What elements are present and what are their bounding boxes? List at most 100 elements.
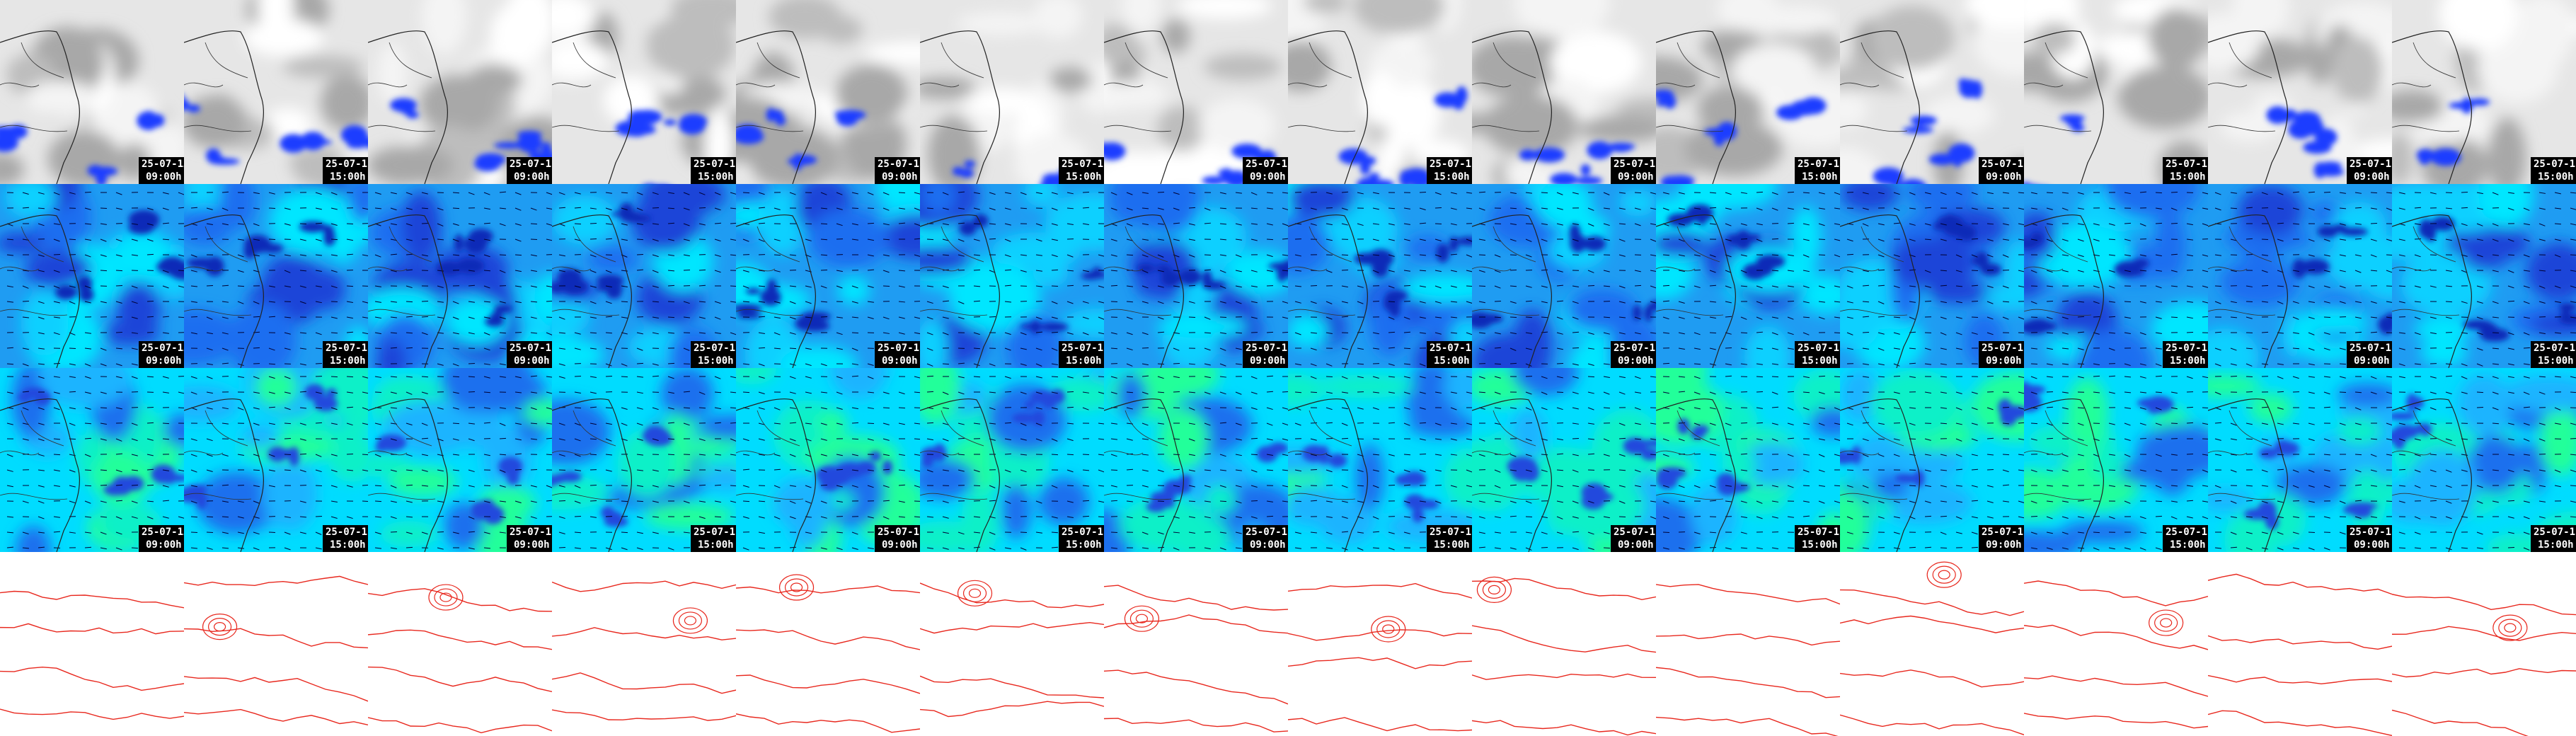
time-label-box (1059, 157, 1104, 184)
wind-barb (1725, 192, 1732, 195)
wind-barb (1341, 376, 1348, 379)
wind-barb (1188, 391, 1196, 393)
wind-barb (621, 407, 628, 410)
wind-barb (1662, 500, 1669, 504)
intense-blob (2430, 148, 2461, 166)
wind-barb (1098, 485, 1104, 487)
wind-barb (1525, 469, 1532, 472)
wind-barb (1587, 547, 1594, 551)
field-blob (1288, 485, 1342, 527)
state-border (920, 410, 988, 500)
wind-barb (2186, 316, 2193, 319)
wind-barb (1556, 284, 1564, 287)
wind-barb (1450, 285, 1457, 288)
intense-areas (2266, 106, 2345, 178)
wind-barb (820, 438, 827, 441)
wind-barb (452, 454, 459, 456)
wind-barb (1126, 407, 1133, 410)
wind-barb (2492, 192, 2499, 195)
map-tile: 25-07-115:00h (2024, 368, 2208, 552)
wind-barb (2170, 407, 2178, 410)
wind-barb (374, 207, 382, 209)
wind-barb (1650, 454, 1656, 456)
wind-barb (253, 301, 260, 304)
wind-barb (1834, 407, 1840, 410)
intense-blob (768, 110, 784, 120)
field-blob (1577, 115, 1656, 143)
wind-barb (789, 391, 796, 394)
wind-barb (590, 285, 597, 288)
wind-barb (789, 438, 796, 442)
wind-barb (1282, 301, 1288, 304)
wind-barb (237, 516, 244, 519)
wind-barb (1066, 270, 1074, 272)
wind-barb (1188, 422, 1195, 425)
field-blob (920, 319, 948, 368)
wind-barb (38, 454, 45, 456)
date-label: 25-07-1 (1614, 343, 1655, 354)
wind-barb (2461, 238, 2468, 241)
wind-barb (1771, 376, 1779, 378)
wind-barb (253, 316, 260, 318)
wind-barb (1326, 363, 1333, 367)
wind-barb (605, 454, 613, 456)
wind-barb (1372, 347, 1379, 350)
state-border (2392, 42, 2460, 132)
wind-barb (2093, 285, 2100, 289)
wind-barb (1326, 316, 1333, 320)
time-label: 15:00h (1434, 171, 1470, 183)
map-tile: 25-07-115:00h (920, 0, 1104, 184)
wind-barb (2461, 223, 2468, 226)
wind-barb (558, 347, 565, 350)
wind-barb (22, 316, 30, 318)
wind-barb (636, 192, 643, 195)
wind-barb (1035, 407, 1042, 410)
wind-barb (1020, 500, 1028, 502)
field-blob (1888, 238, 1977, 289)
wind-barb (1341, 316, 1349, 318)
wind-barb (574, 500, 581, 504)
wind-barb (958, 254, 965, 257)
wind-barb (1662, 547, 1669, 550)
wind-barb (190, 301, 197, 303)
wind-barb (851, 192, 858, 195)
wind-barb (38, 332, 45, 335)
coastline (1656, 214, 1737, 368)
time-label: 15:00h (330, 355, 366, 367)
wind-barb (1510, 332, 1517, 335)
wind-barb (162, 222, 170, 224)
wind-barb (1986, 285, 1994, 289)
wind-barb (299, 347, 306, 350)
wind-barb (1587, 500, 1594, 504)
wind-barb (2230, 207, 2238, 209)
wind-barb (2124, 192, 2131, 195)
wind-barb (1834, 301, 1840, 303)
wind-barb (2386, 238, 2392, 241)
field-blob (1033, 0, 1083, 39)
wind-barb (1818, 391, 1825, 395)
wind-barb (867, 516, 874, 519)
wind-barb (973, 546, 981, 548)
wind-barb (2370, 316, 2377, 318)
field-blob (1721, 449, 1756, 482)
intense-areas (184, 96, 368, 165)
wind-barb (206, 531, 214, 534)
wind-barb (1971, 454, 1978, 456)
intense-blob (1644, 305, 1653, 322)
field-blob (401, 190, 442, 262)
wind-barb (330, 391, 338, 394)
wind-barb (206, 207, 213, 210)
wind-barb (100, 500, 107, 503)
wind-barb (1802, 192, 1810, 194)
wind-barb (1510, 362, 1517, 364)
date-label: 25-07-1 (1982, 527, 2023, 538)
wind-barb (222, 362, 229, 364)
field-blob (837, 276, 870, 305)
wind-barb (1924, 238, 1932, 241)
wind-barb (299, 270, 307, 272)
map-tile: 25-07-115:00h (1656, 0, 1840, 184)
wind-barb (605, 192, 612, 194)
wind-barb (1971, 192, 1978, 195)
wind-barb (115, 192, 122, 195)
wind-barb (1893, 316, 1901, 318)
